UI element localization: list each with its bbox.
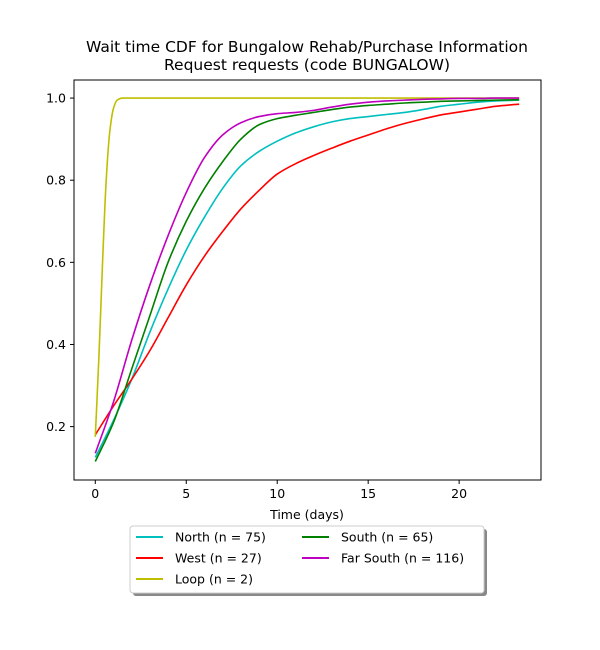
y-tick-label: 1.0 [46, 91, 66, 106]
legend: North (n = 75) West (n = 27) Loop (n = 2) S… [129, 525, 487, 596]
legend-item-2: Loop (n = 2) [136, 572, 253, 587]
tick-layer: 0 5 10 15 20 0.2 0.4 0.6 0.8 1.0 [46, 91, 467, 501]
x-tick-label: 20 [451, 486, 467, 501]
legend-label: Loop (n = 2) [175, 572, 253, 587]
x-tick-label: 5 [182, 486, 190, 501]
legend-label: North (n = 75) [175, 530, 266, 545]
series-line-4 [94, 97, 520, 454]
legend-item-1: West (n = 27) [136, 551, 262, 566]
series-line-3 [94, 98, 520, 462]
chart-title-line-1: Wait time CDF for Bungalow Rehab/Purchas… [86, 38, 528, 56]
y-tick-label: 0.6 [46, 255, 66, 270]
y-tick-label: 0.4 [46, 337, 66, 352]
legend-label: Far South (n = 116) [341, 551, 464, 566]
x-tick-label: 15 [360, 486, 376, 501]
legend-item-3: South (n = 65) [302, 530, 433, 545]
y-tick-label: 0.8 [46, 173, 66, 188]
chart-title-line-2: Request requests (code BUNGALOW) [164, 56, 450, 74]
y-tick-label: 0.2 [46, 419, 66, 434]
series-line-0 [94, 99, 520, 458]
plot-frame [73, 79, 542, 481]
series-line-2 [94, 97, 520, 437]
legend-box [129, 525, 485, 594]
x-axis-label: Time (days) [269, 507, 344, 522]
series-line-1 [94, 103, 520, 436]
x-tick-label: 0 [91, 486, 99, 501]
legend-item-0: North (n = 75) [136, 530, 266, 545]
legend-item-4: Far South (n = 116) [302, 551, 464, 566]
x-tick-label: 10 [269, 486, 285, 501]
legend-label: West (n = 27) [175, 551, 262, 566]
legend-label: South (n = 65) [341, 530, 433, 545]
series-layer [94, 97, 520, 462]
